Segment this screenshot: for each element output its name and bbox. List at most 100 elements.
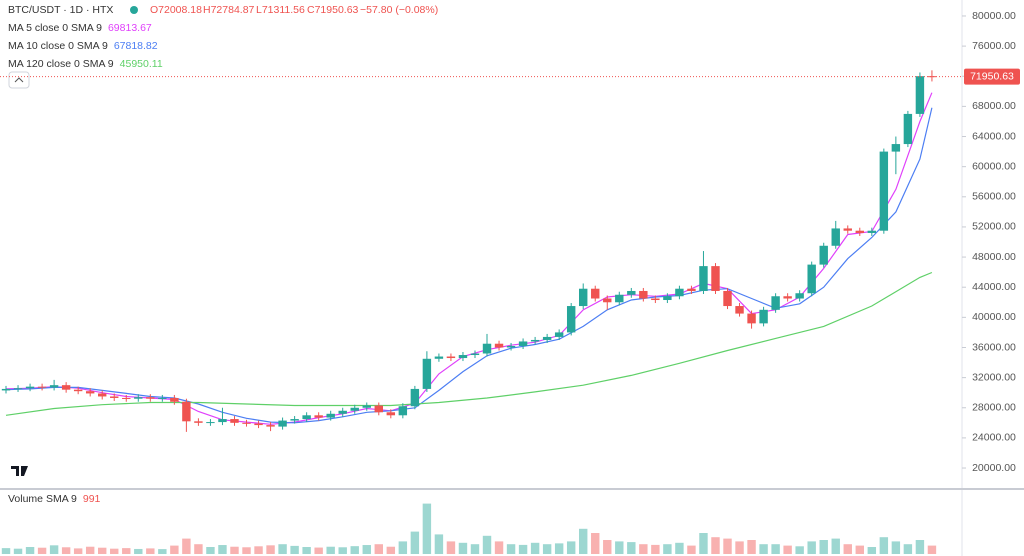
volume-bar (398, 541, 408, 554)
candle-body (591, 288, 600, 299)
volume-bar (73, 548, 83, 554)
candle-body (398, 406, 408, 416)
volume-bar (566, 541, 576, 554)
volume-bar (350, 546, 359, 554)
volume-bar (122, 548, 131, 554)
candle-body (663, 296, 672, 301)
candle-body (25, 386, 35, 389)
candle-body (458, 355, 468, 359)
volume-bar (627, 542, 636, 554)
tradingview-logo[interactable] (7, 458, 33, 484)
ohlc-high: H72784.87 (203, 4, 255, 16)
volume-bar (61, 547, 71, 554)
candle-body (254, 423, 263, 426)
candle-body (1, 388, 11, 391)
volume-bar (206, 547, 215, 554)
legend-series-value: 45950.11 (120, 58, 163, 70)
candle-body (290, 419, 299, 421)
candle-body (482, 343, 492, 354)
candle-body (422, 358, 432, 389)
volume-bar (639, 544, 648, 554)
legend-series-name: MA 120 close 0 SMA 9 (8, 58, 114, 70)
volume-bar (37, 547, 47, 554)
candle-body (302, 415, 311, 420)
candle-body (867, 230, 877, 233)
y-tick-label: 40000.00 (972, 311, 1016, 323)
volume-bar (506, 544, 516, 554)
candle-body (326, 413, 335, 418)
volume-bar (651, 544, 660, 554)
volume-bar (542, 544, 552, 554)
candle-body (134, 397, 143, 399)
volume-bar (530, 542, 540, 554)
candle-body (927, 76, 937, 78)
volume-bar (554, 543, 564, 554)
legend: BTC/USDT · 1D · HTX O72008.18 H72784.87 … (8, 4, 438, 89)
ohlc-close: C71950.63 (307, 4, 359, 16)
candle-body (230, 419, 239, 423)
candle-body (771, 296, 780, 310)
volume-bar (242, 547, 251, 554)
volume-bar (98, 547, 107, 554)
candle-body (182, 401, 191, 422)
candle-body (73, 389, 83, 392)
ohlc-open: O72008.18 (150, 4, 202, 16)
candle-body (61, 385, 71, 390)
candle-body (747, 313, 756, 324)
volume-bar (182, 538, 191, 554)
candles (1, 70, 937, 432)
last-price-label: 71950.63 (970, 70, 1014, 82)
y-tick-label: 64000.00 (972, 130, 1016, 142)
y-tick-label: 48000.00 (972, 251, 1016, 263)
legend-series-value: 67818.82 (114, 40, 158, 52)
candle-body (470, 353, 480, 356)
candle-body (843, 228, 852, 231)
volume-bar (735, 541, 744, 554)
candle-body (783, 296, 792, 299)
y-tick-label: 36000.00 (972, 341, 1016, 353)
candle-body (759, 309, 768, 324)
volume-sma-label: Volume SMA 9 (8, 493, 77, 505)
volume-bar (290, 545, 299, 554)
market-status-dot[interactable] (130, 6, 138, 14)
collapse-legend-button[interactable] (8, 71, 30, 89)
last-price-tag (964, 68, 1020, 85)
legend-series-name: MA 5 close 0 SMA 9 (8, 22, 102, 34)
candle-body (579, 288, 588, 307)
candle-body (110, 396, 119, 398)
collapse-icon (14, 77, 24, 83)
volume-bar (903, 544, 913, 554)
candle-body (831, 228, 840, 246)
candle-body (362, 405, 371, 408)
candle-body (699, 266, 708, 291)
candle-body (506, 345, 516, 348)
candle-body (807, 264, 816, 294)
y-tick-label: 76000.00 (972, 40, 1016, 52)
volume-bar (13, 548, 23, 554)
volume-bar (194, 544, 203, 554)
candle-body (711, 266, 720, 291)
logo-background (7, 458, 33, 484)
candle-body (819, 245, 828, 265)
candle-body (879, 151, 889, 231)
volume-bar (879, 537, 889, 554)
candle-body (795, 293, 804, 299)
y-tick-label: 56000.00 (972, 191, 1016, 203)
volume-bar (482, 535, 492, 554)
candle-body (891, 144, 901, 152)
candle-body (98, 393, 107, 397)
volume-bar (326, 546, 335, 554)
volume-bar (49, 545, 59, 554)
volume-bar (230, 546, 239, 554)
candle-body (554, 332, 564, 337)
candle-body (218, 419, 227, 423)
volume-bar (170, 545, 179, 554)
volume-bar (470, 544, 480, 554)
volume-bar (302, 547, 311, 554)
candle-body (266, 425, 275, 427)
volume-bars (1, 503, 937, 554)
volume-bar (85, 546, 95, 554)
volume-sma-value: 991 (83, 493, 101, 505)
